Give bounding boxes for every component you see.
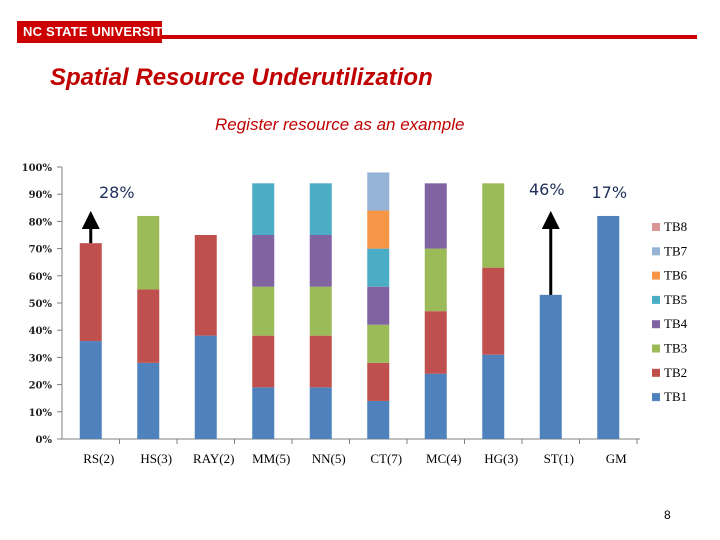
- slide-title: Spatial Resource Underutilization: [50, 64, 433, 91]
- annotation-label: 46%: [529, 180, 565, 199]
- legend-label-tb2: TB2: [664, 365, 687, 380]
- bar-tb1-4: [309, 387, 332, 439]
- bar-tb5-5: [367, 248, 390, 287]
- bar-tb1-1: [137, 362, 160, 439]
- bars-layer: [79, 172, 620, 439]
- bar-tb1-3: [252, 387, 275, 439]
- bar-tb3-6: [424, 248, 447, 312]
- bar-tb1-0: [79, 341, 102, 439]
- bar-tb1-5: [367, 400, 390, 439]
- bar-tb1-7: [482, 354, 505, 439]
- legend: TB8 TB7 TB6 TB5 TB4 TB3 TB2 TB1: [652, 219, 688, 404]
- legend-swatch-tb5: [652, 295, 660, 304]
- x-category-label: MC(4): [426, 451, 461, 466]
- legend-label-tb8: TB8: [664, 219, 687, 234]
- bar-tb7-5: [367, 172, 390, 211]
- bar-tb2-2: [194, 235, 217, 336]
- bar-tb2-6: [424, 311, 447, 374]
- bar-tb2-4: [309, 335, 332, 388]
- x-category-label: HG(3): [484, 451, 518, 466]
- bar-tb2-5: [367, 362, 390, 401]
- y-tick-label: 20%: [29, 381, 53, 392]
- y-tick-label: 70%: [29, 245, 53, 256]
- page-number: 8: [664, 508, 671, 522]
- legend-label-tb4: TB4: [664, 316, 688, 331]
- bar-tb4-4: [309, 235, 332, 287]
- x-category-label: ST(1): [544, 451, 574, 466]
- legend-swatch-tb2: [652, 368, 660, 377]
- bar-tb2-1: [137, 289, 160, 363]
- y-tick-label: 80%: [29, 217, 53, 228]
- legend-swatch-tb7: [652, 247, 660, 256]
- bar-tb3-7: [482, 183, 505, 268]
- legend-label-tb6: TB6: [664, 268, 688, 283]
- x-category-label: RAY(2): [193, 451, 234, 466]
- legend-swatch-tb4: [652, 320, 660, 329]
- bar-tb1-2: [194, 335, 217, 439]
- legend-label-tb7: TB7: [664, 243, 688, 258]
- annotation-label: 28%: [99, 183, 135, 202]
- bar-tb2-7: [482, 267, 505, 355]
- y-tick-label: 0%: [36, 435, 53, 446]
- y-tick-label: 90%: [29, 190, 53, 201]
- x-category-label: MM(5): [252, 451, 290, 466]
- x-category-label: HS(3): [140, 451, 172, 466]
- y-tick-label: 50%: [29, 299, 53, 310]
- x-category-label: CT(7): [370, 451, 402, 466]
- bar-tb5-4: [309, 183, 332, 235]
- y-tick-label: 100%: [22, 163, 53, 174]
- bar-tb1-8: [539, 294, 562, 439]
- bar-tb3-5: [367, 324, 390, 363]
- slide-subtitle: Register resource as an example: [215, 115, 465, 134]
- bar-tb4-6: [424, 183, 447, 249]
- legend-label-tb3: TB3: [664, 341, 687, 356]
- category-labels: RS(2) HS(3) RAY(2) MM(5) NN(5) CT(7) MC(4) HG(3…: [83, 451, 627, 466]
- legend-swatch-tb6: [652, 271, 660, 280]
- annotation-label: 17%: [591, 183, 627, 202]
- legend-label-tb1: TB1: [664, 389, 687, 404]
- legend-swatch-tb3: [652, 344, 660, 353]
- bar-tb3-1: [137, 215, 160, 290]
- y-tick-label: 10%: [29, 408, 53, 419]
- x-category-label: RS(2): [83, 451, 114, 466]
- x-category-label: GM: [606, 451, 627, 466]
- bar-tb3-4: [309, 286, 332, 336]
- university-logo: NC STATE UNIVERSITY: [17, 21, 171, 43]
- bar-tb5-3: [252, 183, 275, 235]
- bar-tb6-5: [367, 210, 390, 249]
- bar-tb1-9: [597, 215, 620, 439]
- bar-tb1-6: [424, 373, 447, 439]
- y-tick-label: 60%: [29, 272, 53, 283]
- y-tick-label: 40%: [29, 326, 53, 337]
- header-rule: [162, 35, 697, 39]
- y-tick-label: 30%: [29, 353, 53, 364]
- x-category-label: NN(5): [312, 451, 346, 466]
- bar-tb2-0: [79, 243, 102, 342]
- annotation-layer: 28% 46% 17%: [81, 180, 627, 295]
- legend-label-tb5: TB5: [664, 292, 687, 307]
- bar-tb4-3: [252, 235, 275, 287]
- bar-tb2-3: [252, 335, 275, 388]
- bar-tb3-3: [252, 286, 275, 336]
- legend-swatch-tb8: [652, 223, 660, 231]
- bar-tb4-5: [367, 286, 390, 325]
- legend-swatch-tb1: [652, 393, 660, 402]
